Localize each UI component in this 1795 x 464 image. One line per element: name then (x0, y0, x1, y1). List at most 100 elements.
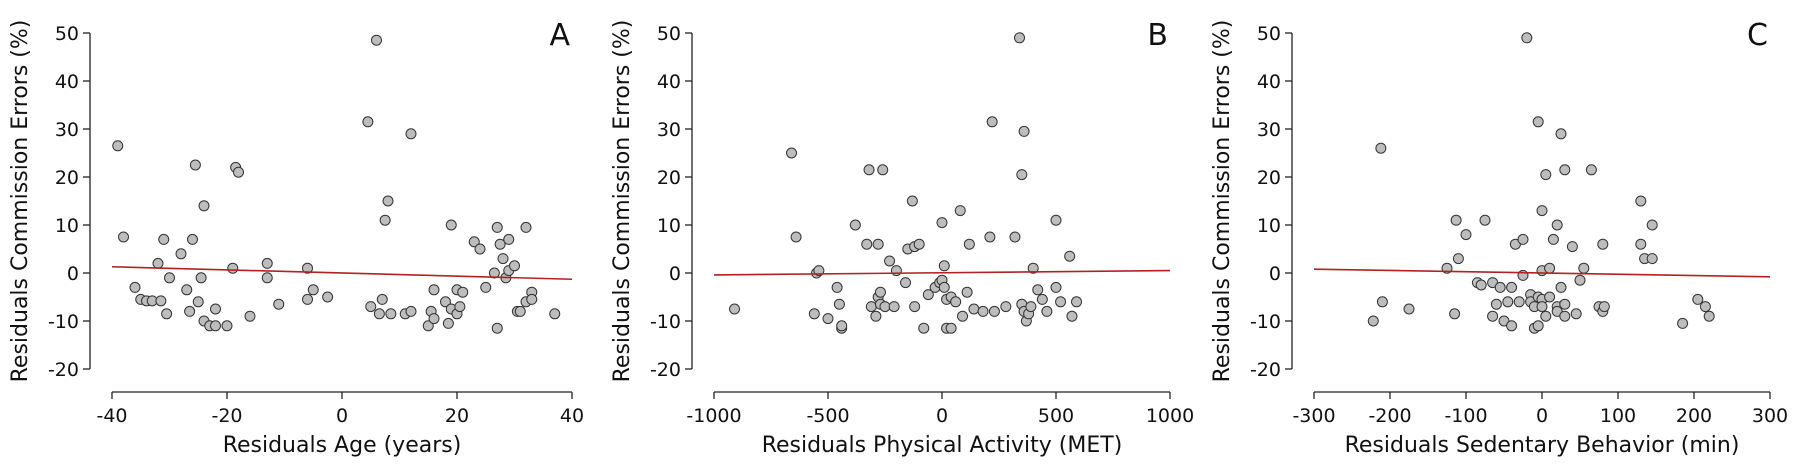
data-point (831, 281, 843, 293)
data-point (514, 305, 526, 317)
data-point (175, 248, 187, 260)
data-point (1513, 296, 1525, 308)
x-tick-label: 0 (1536, 405, 1548, 427)
data-point (189, 159, 201, 171)
data-point (422, 320, 434, 332)
data-point (1559, 310, 1571, 322)
data-point (155, 295, 167, 307)
data-point (221, 320, 233, 332)
data-point (261, 257, 273, 269)
data-point (1452, 253, 1464, 265)
data-point (503, 233, 515, 245)
data-point (1375, 142, 1387, 154)
data-point (195, 272, 207, 284)
data-point (888, 301, 900, 313)
data-point (968, 303, 980, 315)
x-axis-title: Residuals Physical Activity (MET) (762, 433, 1123, 458)
data-point (938, 260, 950, 272)
data-point (833, 298, 845, 310)
data-point (491, 221, 503, 233)
data-point (457, 286, 469, 298)
data-point (1598, 301, 1610, 313)
data-point (273, 298, 285, 310)
y-tick-label: -20 (48, 359, 79, 381)
data-point (210, 320, 221, 332)
data-point (1475, 279, 1487, 291)
x-tick-label: 100 (1600, 405, 1636, 427)
data-point (950, 296, 962, 308)
data-point (198, 200, 210, 212)
data-point (1574, 274, 1586, 286)
data-point (906, 195, 918, 207)
data-point (790, 231, 802, 243)
x-tick-label: 20 (445, 405, 469, 427)
data-point (210, 303, 221, 315)
data-point (1000, 301, 1012, 313)
data-point (1367, 315, 1379, 327)
x-tick-label: 0 (336, 405, 348, 427)
data-point (302, 262, 313, 274)
data-point (1703, 310, 1715, 322)
data-point (1517, 233, 1529, 245)
data-point (1450, 214, 1462, 226)
data-point (1536, 205, 1548, 217)
data-point (307, 284, 319, 296)
data-point (865, 301, 877, 313)
data-point (957, 310, 969, 322)
data-point (302, 293, 313, 305)
data-point (1585, 164, 1597, 176)
data-point (1014, 32, 1026, 44)
data-point (488, 267, 500, 279)
data-point (161, 308, 173, 320)
data-point (152, 257, 164, 269)
data-point (836, 320, 848, 332)
y-tick-label: 0 (1269, 263, 1281, 285)
data-point (491, 322, 503, 334)
data-point (1559, 164, 1571, 176)
y-tick-label: 20 (1257, 167, 1281, 189)
data-point (870, 310, 882, 322)
y-tick-label: 50 (1257, 23, 1281, 45)
x-tick-label: 300 (1752, 405, 1788, 427)
x-tick-label: -500 (806, 405, 849, 427)
data-point (1699, 301, 1711, 313)
data-point (1009, 231, 1021, 243)
data-point (442, 317, 454, 329)
panel-label: B (1147, 18, 1168, 53)
data-point (1016, 169, 1028, 181)
data-point (373, 308, 385, 320)
data-point (497, 253, 509, 265)
data-point (1018, 125, 1030, 137)
data-point (1506, 320, 1518, 332)
regression-line (1313, 268, 1771, 278)
data-point (1692, 293, 1704, 305)
data-point (1536, 301, 1548, 313)
y-tick-label: 40 (1257, 71, 1281, 93)
x-tick-label: 200 (1676, 405, 1712, 427)
x-tick-label: -100 (1444, 405, 1487, 427)
y-tick-label: 20 (55, 167, 79, 189)
data-point (1403, 303, 1415, 315)
data-point (1050, 281, 1062, 293)
data-point (913, 238, 925, 250)
y-tick-label: 0 (67, 263, 79, 285)
data-point (322, 291, 334, 303)
data-point (184, 305, 196, 317)
data-point (509, 260, 520, 272)
regression-line (713, 269, 1171, 276)
data-point (877, 164, 889, 176)
data-point (1540, 310, 1552, 322)
data-point (936, 217, 948, 229)
y-tick-label: 20 (657, 167, 681, 189)
data-point (861, 238, 873, 250)
data-point (1555, 281, 1567, 293)
data-point (961, 286, 973, 298)
data-point (1487, 310, 1499, 322)
data-point (362, 116, 374, 128)
data-point (1635, 238, 1647, 250)
data-point (977, 305, 989, 317)
data-point (1036, 293, 1048, 305)
data-point (1551, 219, 1563, 231)
y-tick-label: 10 (657, 215, 681, 237)
